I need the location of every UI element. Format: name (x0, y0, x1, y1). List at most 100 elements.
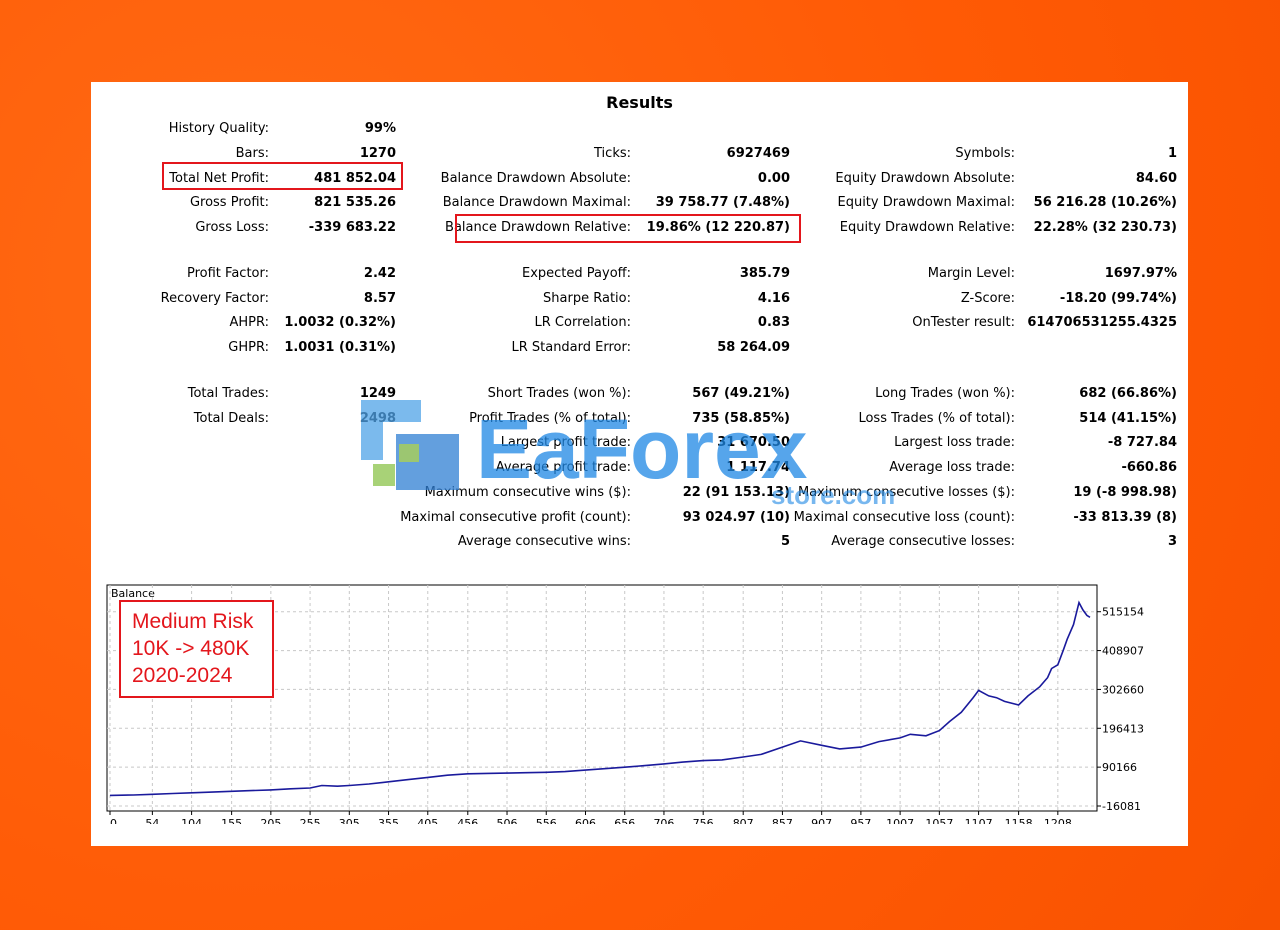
chart-x-tick-label-1: 54 (145, 817, 159, 824)
chart-y-ticks: 515154 408907 302660 196413 90166 -16081 (1097, 606, 1144, 813)
col3-label-2: Equity Drawdown Maximal: (837, 195, 1015, 210)
col3-label-1: Equity Drawdown Absolute: (835, 171, 1015, 186)
col3-value-3: 22.28% (32 230.73) (1033, 220, 1177, 235)
chart-y-tick-label-1: 408907 (1102, 645, 1144, 658)
highlight-balance-drawdown-relative (455, 214, 801, 243)
chart-y-tick-label-4: 90166 (1102, 761, 1137, 774)
col1-value-8: 1.0031 (0.31%) (284, 340, 396, 355)
col3-value-5: -18.20 (99.74%) (1059, 291, 1177, 306)
col3-value-6: 614706531255.4325 (1027, 315, 1177, 330)
chart-x-tick-label-10: 506 (497, 817, 518, 824)
col1-label-1: Bars: (235, 146, 269, 161)
chart-x-tick-label-5: 255 (300, 817, 321, 824)
col1-value-5: 2.42 (363, 266, 396, 281)
watermark-logo-shape (361, 400, 421, 460)
chart-x-tick-label-9: 456 (457, 817, 478, 824)
risk-note-box: Medium Risk 10K -> 480K 2020-2024 (119, 600, 274, 698)
col2-label-4: Expected Payoff: (522, 266, 631, 281)
chart-x-tick-label-17: 857 (772, 817, 793, 824)
chart-x-tick-label-0: 0 (110, 817, 117, 824)
chart-x-ticks: 0 54 104 155 205 255 305 355 405 456 506 556 606 656 7… (109, 811, 1072, 824)
chart-x-tick-label-24: 1208 (1044, 817, 1072, 824)
chart-x-tick-label-22: 1107 (965, 817, 993, 824)
col2-label-10: Largest profit trade: (500, 435, 631, 450)
col2-label-11: Average profit trade: (495, 460, 631, 475)
col1-label-4: Gross Loss: (195, 220, 269, 235)
results-panel: Results History Quality: 99% Bars: 1270 Tota… (91, 82, 1188, 846)
chart-x-tick-label-4: 205 (260, 817, 281, 824)
col1-label-0: History Quality: (168, 121, 269, 136)
risk-note-line2: 10K -> 480K (132, 637, 250, 660)
risk-note-line3: 2020-2024 (132, 664, 233, 687)
col1-value-6: 8.57 (363, 291, 396, 306)
chart-x-tick-label-18: 907 (811, 817, 832, 824)
col2-value-3: 19.86% (12 220.87) (646, 220, 790, 235)
chart-y-tick-label-2: 302660 (1102, 683, 1144, 696)
col3-value-8: 514 (41.15%) (1079, 411, 1177, 426)
col2-value-10: 31 670.50 (717, 435, 790, 450)
chart-x-tick-label-20: 1007 (886, 817, 914, 824)
chart-x-tick-label-8: 405 (417, 817, 438, 824)
col1-label-6: Recovery Factor: (160, 291, 269, 306)
col3-label-9: Largest loss trade: (894, 435, 1015, 450)
col3-value-10: -660.86 (1121, 460, 1177, 475)
col2-value-11: 1 117.74 (726, 460, 790, 475)
col1-value-0: 99% (364, 121, 396, 136)
col1-value-10: 2498 (359, 411, 396, 426)
col1-label-3: Gross Profit: (189, 195, 269, 210)
col1-label-2: Total Net Profit: (169, 171, 269, 186)
col3-label-5: Z-Score: (960, 291, 1015, 306)
col2-value-8: 567 (49.21%) (692, 386, 790, 401)
col2-value-2: 39 758.77 (7.48%) (655, 195, 790, 210)
col1-label-9: Total Trades: (187, 386, 269, 401)
col3-label-8: Loss Trades (% of total): (858, 411, 1015, 426)
col2-label-0: Ticks: (594, 146, 631, 161)
chart-x-tick-label-23: 1158 (1005, 817, 1033, 824)
col3-label-0: Symbols: (955, 146, 1015, 161)
col1-label-7: AHPR: (229, 315, 269, 330)
col1-value-7: 1.0032 (0.32%) (284, 315, 396, 330)
col3-value-13: 3 (1167, 534, 1177, 549)
col2-label-14: Average consecutive wins: (457, 534, 631, 549)
col2-label-2: Balance Drawdown Maximal: (442, 195, 631, 210)
chart-x-tick-label-12: 606 (575, 817, 596, 824)
col3-value-11: 19 (-8 998.98) (1073, 485, 1177, 500)
chart-x-tick-label-21: 1057 (925, 817, 953, 824)
col3-label-13: Average consecutive losses: (831, 534, 1015, 549)
chart-y-tick-label-0: 515154 (1102, 606, 1144, 619)
col2-label-5: Sharpe Ratio: (543, 291, 631, 306)
balance-line (109, 600, 1091, 797)
col2-value-4: 385.79 (739, 266, 790, 281)
col2-value-6: 0.83 (757, 315, 790, 330)
col3-label-6: OnTester result: (912, 315, 1015, 330)
col1-label-5: Profit Factor: (187, 266, 269, 281)
col3-label-10: Average loss trade: (889, 460, 1015, 475)
chart-x-tick-label-11: 556 (536, 817, 557, 824)
col3-value-12: -33 813.39 (8) (1073, 510, 1177, 525)
results-title: Results (606, 93, 673, 112)
chart-y-tick-label-3: 196413 (1102, 722, 1144, 735)
risk-note-line1: Medium Risk (132, 610, 254, 633)
chart-x-tick-label-19: 957 (850, 817, 871, 824)
col2-label-12: Maximum consecutive wins ($): (424, 485, 631, 500)
chart-x-tick-label-16: 807 (733, 817, 754, 824)
col3-value-4: 1697.97% (1104, 266, 1177, 281)
col2-label-1: Balance Drawdown Absolute: (440, 171, 631, 186)
chart-x-tick-label-13: 656 (614, 817, 635, 824)
col3-label-7: Long Trades (won %): (875, 386, 1015, 401)
chart-x-tick-label-15: 756 (693, 817, 714, 824)
col3-value-7: 682 (66.86%) (1079, 386, 1177, 401)
col2-value-0: 6927469 (726, 146, 790, 161)
col2-value-14: 5 (780, 534, 790, 549)
chart-title: Balance (111, 587, 155, 600)
col2-label-7: LR Standard Error: (511, 340, 631, 355)
chart-x-tick-label-6: 305 (339, 817, 360, 824)
watermark-logo-green (373, 464, 395, 486)
chart-x-tick-label-7: 355 (378, 817, 399, 824)
col1-label-10: Total Deals: (193, 411, 269, 426)
watermark-logo-shape-2 (396, 434, 459, 490)
col2-value-5: 4.16 (757, 291, 790, 306)
col1-value-1: 1270 (359, 146, 396, 161)
col2-value-13: 93 024.97 (10) (682, 510, 790, 525)
col3-value-0: 1 (1167, 146, 1177, 161)
